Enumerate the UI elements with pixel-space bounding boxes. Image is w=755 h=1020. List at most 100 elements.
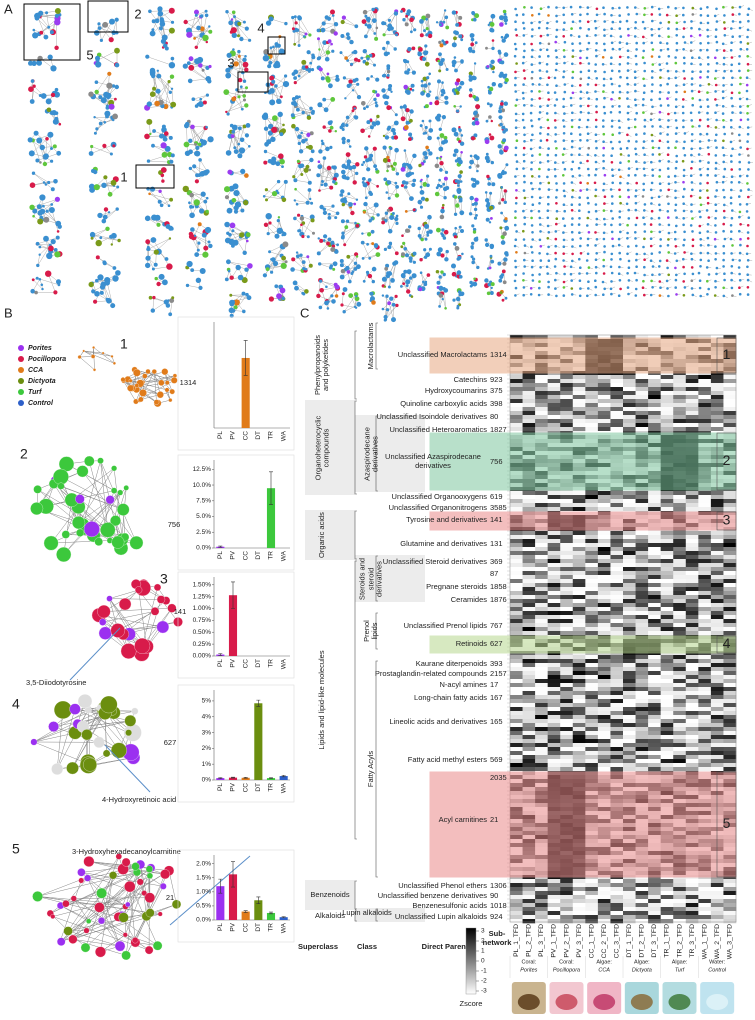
- network-node: [674, 132, 678, 135]
- network-node: [317, 164, 323, 170]
- network-node: [485, 158, 491, 164]
- network-node: [302, 267, 306, 271]
- network-node: [405, 162, 409, 166]
- network-node: [106, 82, 113, 89]
- network-node: [332, 267, 336, 271]
- heatmap-cell: [535, 611, 548, 616]
- heatmap-cell: [585, 663, 599, 668]
- network-node: [691, 272, 695, 276]
- network-node: [332, 179, 336, 184]
- network-node: [233, 149, 239, 155]
- network-node: [722, 154, 726, 157]
- network-node: [674, 56, 677, 59]
- network-node: [459, 210, 465, 216]
- network-node: [384, 318, 388, 321]
- network-node: [571, 42, 574, 45]
- network-node: [240, 208, 245, 213]
- network-node: [372, 89, 376, 94]
- network-node: [731, 244, 734, 247]
- network-node: [674, 286, 677, 289]
- annotation: 4-Hydroxyretinoic acid: [102, 795, 176, 804]
- network-node: [32, 208, 38, 214]
- network-node: [382, 134, 386, 138]
- heatmap-cell: [572, 619, 586, 624]
- network-node: [456, 270, 462, 275]
- network-node: [634, 54, 638, 58]
- network-node: [634, 173, 637, 177]
- network-node: [714, 245, 717, 248]
- y-tick-label: 5.0%: [196, 513, 211, 520]
- network-node: [227, 269, 231, 273]
- network-node: [366, 77, 370, 81]
- heatmap-cell: [510, 611, 523, 616]
- heatmap-cell: [585, 419, 599, 424]
- network-node: [595, 271, 598, 275]
- heatmap-cell: [673, 419, 687, 424]
- heatmap-cell: [698, 535, 712, 540]
- network-node: [366, 167, 371, 172]
- network-node: [294, 187, 297, 191]
- network-node: [578, 231, 581, 234]
- network-node: [419, 124, 423, 128]
- network-node: [473, 216, 478, 220]
- network-node: [538, 153, 542, 156]
- network-node: [469, 154, 473, 158]
- network-node: [99, 236, 103, 240]
- heatmap-cell: [685, 411, 699, 416]
- network-node: [301, 110, 305, 115]
- network-node: [658, 139, 662, 143]
- network-node: [571, 175, 575, 178]
- network-node: [436, 136, 440, 140]
- network-node: [586, 224, 589, 227]
- network-node: [489, 135, 495, 141]
- network-node: [627, 279, 631, 282]
- network-node: [514, 259, 517, 263]
- heatmap-cell: [572, 623, 586, 628]
- error-bar: [281, 916, 286, 919]
- network-node: [436, 118, 440, 122]
- network-node: [445, 257, 449, 261]
- heatmap-cell: [535, 659, 548, 664]
- heatmap-cell: [535, 547, 548, 552]
- network-node: [651, 83, 654, 86]
- network-node: [38, 140, 41, 143]
- network-node: [522, 209, 525, 213]
- network-node: [456, 296, 460, 300]
- error-bar: [218, 777, 223, 779]
- network-node: [674, 181, 677, 184]
- network-node: [27, 137, 33, 143]
- network-node: [699, 105, 703, 109]
- heatmap-cell: [723, 411, 737, 416]
- network-node: [570, 230, 574, 234]
- heatmap-cell: [710, 551, 724, 556]
- heatmap-cell: [535, 419, 548, 424]
- network-node: [547, 76, 551, 79]
- network-node: [562, 252, 565, 255]
- network-node: [501, 298, 505, 302]
- network-node: [345, 115, 350, 120]
- network-node: [166, 263, 173, 270]
- network-node: [501, 125, 506, 130]
- network-node: [730, 63, 733, 67]
- network-node: [413, 28, 417, 32]
- network-node: [546, 175, 549, 179]
- network-node: [609, 77, 613, 81]
- network-node: [202, 34, 209, 42]
- network-node: [555, 84, 558, 87]
- network-node: [47, 131, 54, 138]
- network-node: [689, 34, 693, 38]
- network-node: [594, 49, 598, 52]
- network-node: [88, 183, 95, 190]
- heatmap-cell: [610, 399, 624, 404]
- network-node: [97, 274, 104, 281]
- network-node: [202, 100, 207, 105]
- network-node: [151, 369, 157, 375]
- network-node: [471, 203, 475, 206]
- y-tick-label: 7.5%: [196, 497, 211, 504]
- network-node: [538, 69, 542, 72]
- heatmap-cell: [685, 571, 699, 576]
- heatmap-cell: [648, 559, 661, 564]
- network-node: [707, 139, 711, 142]
- network-node: [691, 238, 695, 241]
- heatmap-cell: [660, 631, 674, 636]
